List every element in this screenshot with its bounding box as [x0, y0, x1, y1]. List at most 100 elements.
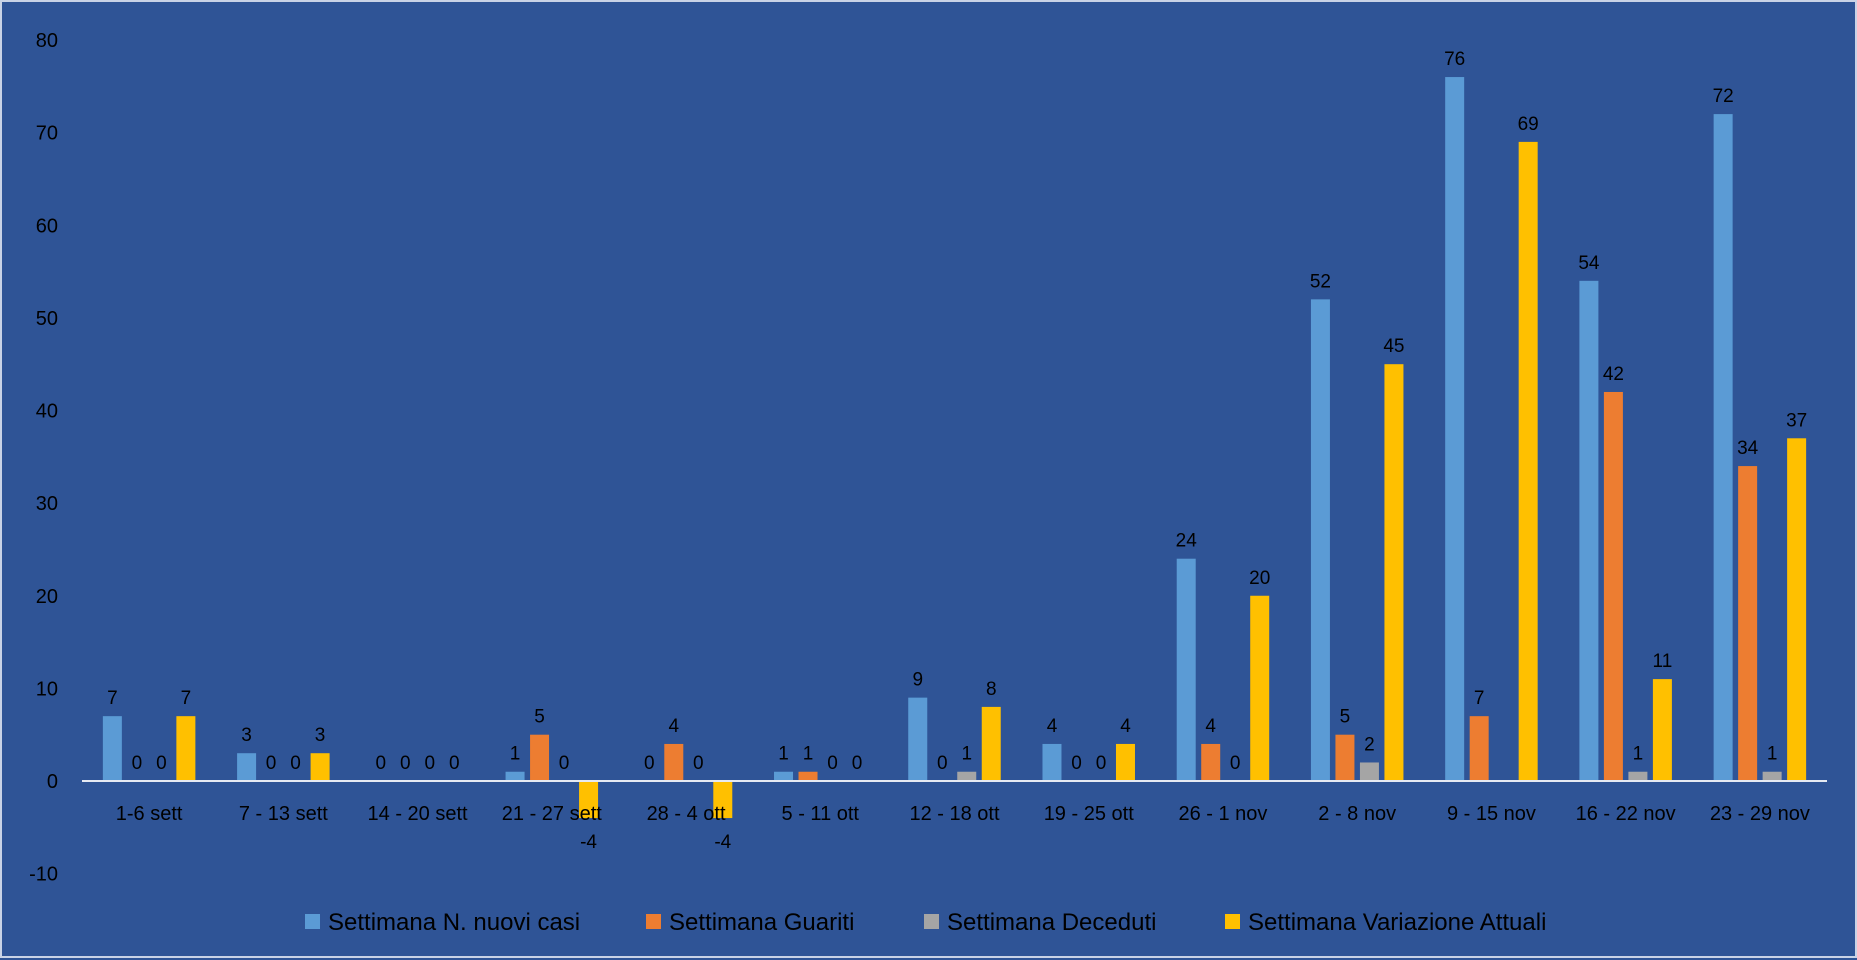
data-label: 1 — [1767, 744, 1778, 765]
data-label: 0 — [693, 753, 704, 774]
data-label: 52 — [1310, 271, 1331, 292]
bar — [1176, 558, 1196, 781]
y-tick-label: 30 — [36, 493, 58, 515]
data-label: 0 — [559, 753, 570, 774]
bar — [1201, 743, 1221, 781]
x-category-label: 1-6 sett — [116, 803, 183, 825]
data-label: 37 — [1786, 410, 1807, 431]
bar — [505, 771, 525, 781]
data-label: 3 — [315, 725, 326, 746]
bar — [957, 771, 977, 781]
bar — [1787, 438, 1807, 781]
bar — [1384, 364, 1404, 781]
data-label: 0 — [400, 753, 411, 774]
data-label: 1 — [803, 744, 814, 765]
y-tick-label: 40 — [36, 401, 58, 423]
bar — [579, 781, 599, 819]
legend-entry: Settimana N. nuovi casi — [328, 909, 580, 936]
data-label: 0 — [937, 753, 948, 774]
data-label: 4 — [1120, 716, 1131, 737]
data-label: 0 — [290, 753, 301, 774]
data-label: 5 — [1340, 707, 1351, 728]
data-label: 4 — [1047, 716, 1058, 737]
bar — [798, 771, 818, 781]
data-label: 0 — [449, 753, 460, 774]
y-tick-label: 60 — [36, 215, 58, 237]
data-label: 0 — [425, 753, 436, 774]
x-category-label: 2 - 8 nov — [1318, 803, 1396, 825]
bar — [102, 716, 122, 781]
x-category-label: 21 - 27 sett — [502, 803, 603, 825]
y-tick-label: 70 — [36, 123, 58, 145]
data-label: 1 — [1633, 744, 1644, 765]
bar — [1579, 280, 1599, 781]
y-tick-label: -10 — [29, 864, 58, 886]
data-label: 4 — [1205, 716, 1216, 737]
data-label: 0 — [644, 753, 655, 774]
data-label: 7 — [107, 688, 118, 709]
legend-entry: Settimana Guariti — [669, 909, 854, 936]
bar — [237, 753, 257, 781]
bar — [1445, 77, 1465, 782]
data-label: 0 — [1096, 753, 1107, 774]
data-label: 4 — [668, 716, 679, 737]
data-label: 54 — [1578, 253, 1600, 274]
data-label: 5 — [534, 707, 545, 728]
x-category-label: 14 - 20 sett — [368, 803, 469, 825]
bar — [1762, 771, 1782, 781]
legend-swatch — [305, 914, 320, 929]
bar — [1469, 716, 1489, 781]
bar — [310, 753, 330, 781]
bar — [713, 781, 733, 819]
data-label: 11 — [1653, 651, 1673, 672]
bar — [908, 697, 928, 781]
data-label: -4 — [714, 832, 731, 853]
bar — [1603, 391, 1623, 781]
y-tick-label: 50 — [36, 308, 58, 330]
bar — [981, 706, 1001, 781]
data-label: 69 — [1518, 114, 1539, 135]
data-label: 3 — [241, 725, 252, 746]
bar — [1310, 299, 1330, 781]
bar — [1652, 679, 1672, 781]
data-label: 2 — [1364, 734, 1375, 755]
data-label: 0 — [852, 753, 863, 774]
legend-swatch — [924, 914, 939, 929]
legend-entry: Settimana Deceduti — [947, 909, 1156, 936]
bar — [1250, 595, 1270, 781]
data-label: 24 — [1176, 531, 1198, 552]
y-tick-label: 10 — [36, 678, 58, 700]
data-label: 0 — [1230, 753, 1241, 774]
data-label: 0 — [376, 753, 387, 774]
data-label: 9 — [912, 670, 923, 691]
x-category-label: 16 - 22 nov — [1576, 803, 1676, 825]
bar — [1713, 114, 1733, 782]
data-label: 7 — [181, 688, 192, 709]
bar — [664, 743, 684, 781]
bar — [1359, 762, 1379, 781]
x-category-label: 5 - 11 ott — [782, 803, 860, 825]
data-label: 0 — [827, 753, 838, 774]
bar — [1518, 141, 1538, 781]
bar — [1628, 771, 1648, 781]
bar — [530, 734, 550, 781]
x-category-label: 23 - 29 nov — [1710, 803, 1810, 825]
bar — [1738, 466, 1758, 781]
y-tick-label: 0 — [47, 771, 58, 793]
x-category-label: 12 - 18 ott — [909, 803, 1000, 825]
data-label: 1 — [510, 744, 521, 765]
data-label: 76 — [1444, 49, 1465, 70]
bar — [1115, 743, 1135, 781]
bar — [176, 716, 196, 781]
x-category-label: 9 - 15 nov — [1447, 803, 1536, 825]
legend-entry: Settimana Variazione Attuali — [1248, 909, 1546, 936]
data-label: 42 — [1603, 364, 1624, 385]
data-label: 1 — [778, 744, 789, 765]
bar — [774, 771, 794, 781]
data-label: 0 — [266, 753, 277, 774]
x-category-label: 7 - 13 sett — [239, 803, 328, 825]
data-label: 34 — [1737, 438, 1759, 459]
data-label: 1 — [961, 744, 972, 765]
data-label: 0 — [132, 753, 143, 774]
